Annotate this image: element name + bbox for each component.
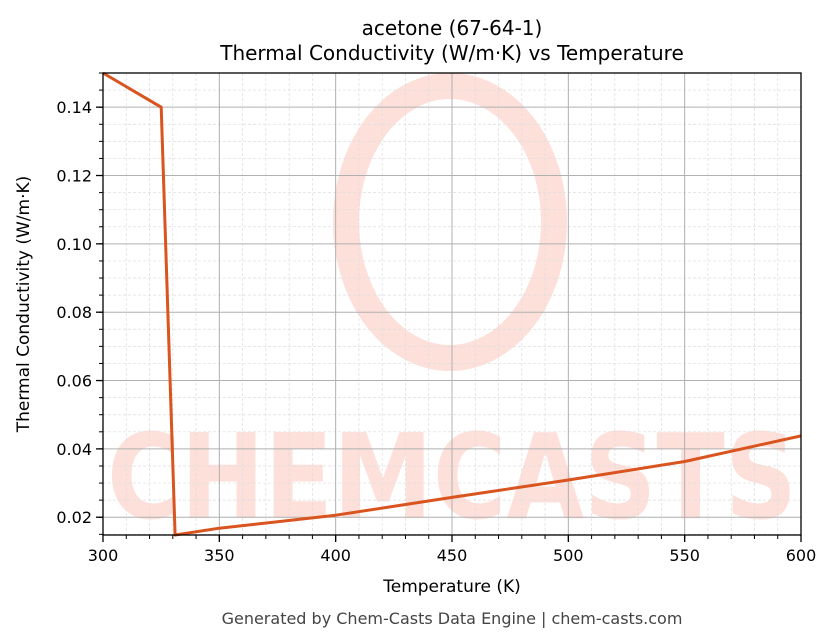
x-tick-label: 550 [669,546,700,565]
footer-credit: Generated by Chem-Casts Data Engine | ch… [221,609,683,628]
y-tick-label: 0.02 [56,508,92,527]
axis-ticks [96,72,802,542]
y-tick-label: 0.04 [56,440,92,459]
y-axis-label: Thermal Conductivity (W/m·K) [14,175,34,433]
y-tick-label: 0.14 [56,98,92,117]
thermal-conductivity-line [102,71,802,537]
x-tick-label: 600 [786,546,817,565]
x-tick-label: 500 [553,546,584,565]
chart-title: acetone (67-64-1) [361,16,543,40]
y-tick-label: 0.08 [56,303,92,322]
y-tick-label: 0.10 [56,235,92,254]
x-tick-label: 350 [204,546,235,565]
y-tick-label: 0.06 [56,372,92,391]
y-tick-label: 0.12 [56,167,92,186]
x-tick-label: 400 [320,546,351,565]
x-tick-label: 450 [437,546,468,565]
axis-tick-labels: 300 350 400 450 500 550 600 0.02 0.04 0.06 0.08 0.1… [56,98,816,565]
x-tick-label: 300 [88,546,119,565]
x-axis-label: Temperature (K) [383,577,521,597]
chart-subtitle: Thermal Conductivity (W/m·K) vs Temperat… [220,41,684,65]
